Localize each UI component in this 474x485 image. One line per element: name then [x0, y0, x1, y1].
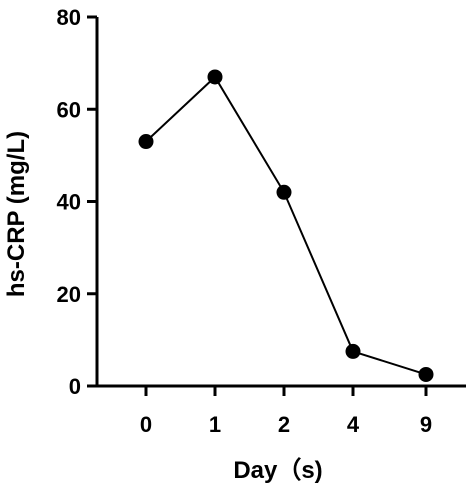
y-tick-label: 60: [57, 97, 81, 122]
y-tick-label: 0: [69, 374, 81, 399]
y-axis-title: hs-CRP (mg/L): [3, 131, 30, 297]
data-point: [418, 366, 434, 382]
series-line: [145, 75, 427, 376]
data-point: [207, 69, 223, 85]
x-axis-title: Day（s): [233, 457, 322, 484]
series-group: [138, 69, 434, 382]
y-axis: 0 20 40 60 80: [57, 5, 99, 399]
x-tick-label: 9: [420, 412, 432, 437]
x-axis: 0 1 2 4 9: [95, 384, 466, 437]
data-point: [345, 343, 361, 359]
data-point: [138, 134, 154, 150]
x-tick-label: 4: [347, 412, 360, 437]
y-tick-label: 20: [57, 282, 81, 307]
y-tick-label: 40: [57, 190, 81, 215]
data-point: [276, 184, 292, 200]
x-tick-label: 0: [140, 412, 152, 437]
y-tick-label: 80: [57, 5, 81, 30]
x-tick-label: 2: [278, 412, 290, 437]
x-tick-label: 1: [209, 412, 221, 437]
